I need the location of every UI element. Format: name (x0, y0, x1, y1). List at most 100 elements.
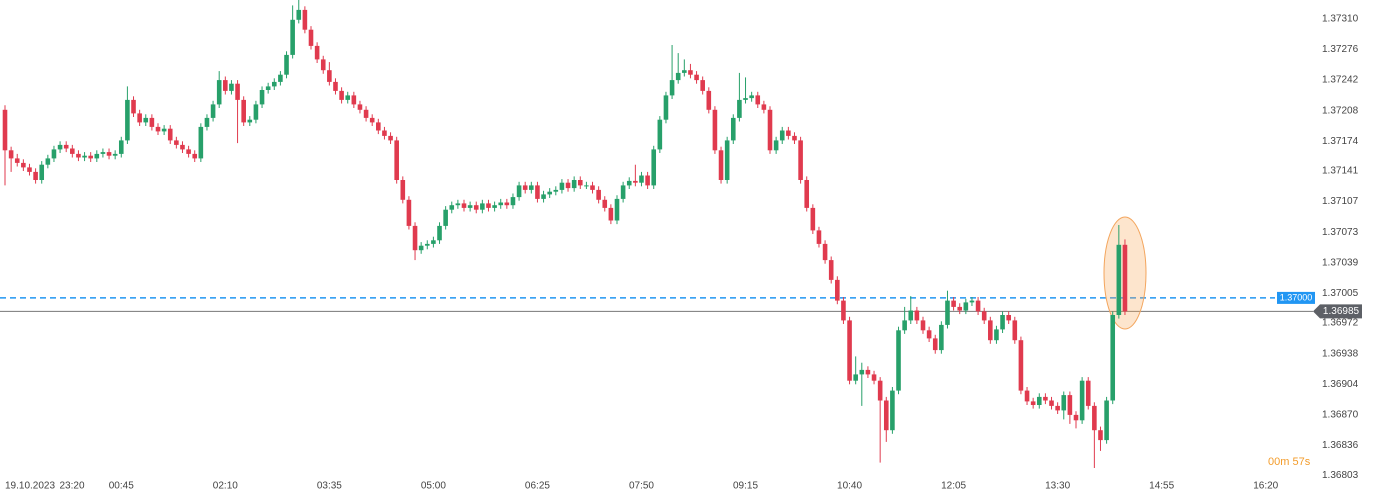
candle-body (271, 81, 277, 87)
candle-body (1085, 380, 1091, 406)
y-tick-label: 1.36803 (1322, 470, 1359, 481)
candle-body (584, 185, 589, 187)
current-price-box (1313, 304, 1362, 319)
candle-body (737, 99, 742, 118)
candle-body (1073, 414, 1079, 421)
y-tick-label: 1.37005 (1322, 288, 1359, 299)
candle-body (118, 140, 124, 154)
candle-body (730, 117, 736, 141)
candle-body (902, 320, 907, 331)
candle-body (308, 29, 314, 46)
candle-body (510, 197, 516, 206)
candle-body (908, 310, 914, 321)
candle-body (804, 180, 810, 208)
candle-body (1012, 320, 1018, 341)
candle-body (792, 135, 797, 141)
candle-body (143, 117, 149, 123)
date-label: 19.10.2023 (5, 481, 55, 492)
candle-body (400, 180, 406, 200)
candle-body (553, 189, 559, 192)
candle-body (412, 225, 418, 251)
candle-body (467, 205, 473, 208)
candle-body (1006, 315, 1011, 321)
candle-body (82, 155, 87, 158)
candle-body (369, 117, 375, 123)
x-tick-label: 02:10 (213, 481, 238, 492)
candle-body (278, 74, 283, 82)
x-tick-label: 07:50 (629, 481, 654, 492)
candle-body (431, 240, 436, 244)
candle-body (1000, 315, 1005, 330)
candle-body (718, 150, 724, 180)
y-tick-label: 1.37039 (1322, 257, 1359, 268)
candle-body (577, 180, 583, 186)
candle-body (351, 95, 357, 105)
candle-body (620, 185, 626, 199)
candle-body (63, 144, 69, 149)
candle-body (180, 144, 185, 150)
candle-body (131, 99, 136, 114)
candle-body (822, 243, 828, 261)
candle-body (198, 126, 204, 159)
candle-body (39, 164, 45, 180)
candle-body (669, 80, 675, 96)
candle-body (449, 205, 455, 210)
candle-body (841, 300, 846, 321)
candle-body (265, 86, 271, 90)
candle-body (357, 104, 363, 110)
candle-body (767, 109, 773, 151)
candle-body (480, 203, 485, 210)
candle-body (835, 279, 840, 301)
candle-body (1061, 395, 1067, 411)
candle-body (112, 153, 118, 156)
candle-body (51, 149, 57, 159)
candle-body (700, 80, 705, 91)
candle-body (14, 158, 20, 163)
candle-body (847, 320, 852, 381)
candle-body (94, 153, 100, 159)
candle-body (994, 329, 999, 341)
x-tick-label: 10:40 (837, 481, 862, 492)
candle-body (2, 109, 8, 151)
y-tick-label: 1.36870 (1322, 410, 1359, 421)
y-tick-label: 1.37276 (1322, 44, 1359, 55)
candle-body (486, 203, 491, 208)
candle-body (455, 203, 461, 206)
x-tick-label: 05:00 (421, 481, 446, 492)
candle-body (614, 198, 620, 221)
candle-body (706, 90, 712, 110)
candle-body (253, 104, 259, 120)
candle-body (406, 199, 412, 226)
candle-body (424, 243, 430, 246)
candle-body (865, 369, 871, 375)
candle-body (547, 191, 552, 195)
candle-body (877, 380, 883, 401)
y-tick-label: 1.37107 (1322, 196, 1359, 207)
candle-body (694, 74, 699, 81)
candle-body (290, 19, 295, 55)
candle-body (1104, 400, 1109, 441)
candle-body (779, 130, 785, 141)
candle-body (988, 320, 993, 341)
candle-body (663, 95, 669, 120)
candle-body (853, 374, 858, 381)
candle-body (651, 149, 657, 186)
candle-body (743, 98, 748, 100)
level-label-box (1277, 291, 1315, 304)
candle-body (590, 185, 595, 190)
candle-body (70, 148, 75, 154)
candle-body (559, 182, 565, 190)
candle-body (314, 45, 320, 60)
candle-body (981, 311, 987, 321)
y-tick-label: 1.37310 (1322, 14, 1359, 25)
candle-body (284, 54, 289, 75)
candle-body (1043, 396, 1048, 401)
candle-body (1030, 401, 1036, 405)
candle-body (241, 99, 246, 123)
current-price-label: 1.36985 (1323, 306, 1360, 317)
candle-body (33, 171, 38, 180)
candle-body (88, 155, 93, 159)
candle-body (1067, 395, 1073, 415)
candle-body (749, 95, 754, 99)
